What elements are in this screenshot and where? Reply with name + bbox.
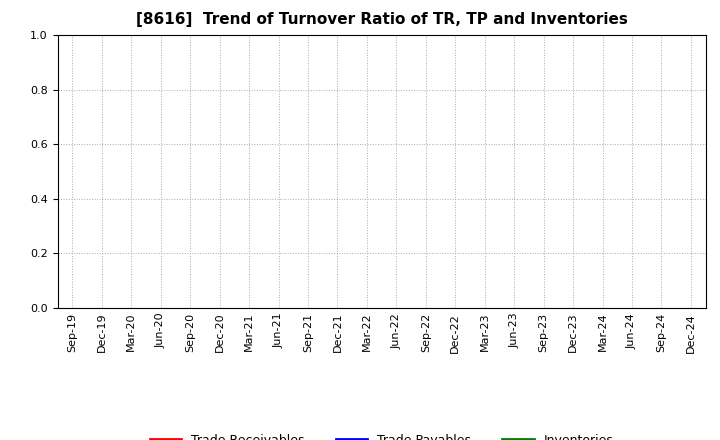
Title: [8616]  Trend of Turnover Ratio of TR, TP and Inventories: [8616] Trend of Turnover Ratio of TR, TP… [135, 12, 628, 27]
Legend: Trade Receivables, Trade Payables, Inventories: Trade Receivables, Trade Payables, Inven… [145, 429, 618, 440]
